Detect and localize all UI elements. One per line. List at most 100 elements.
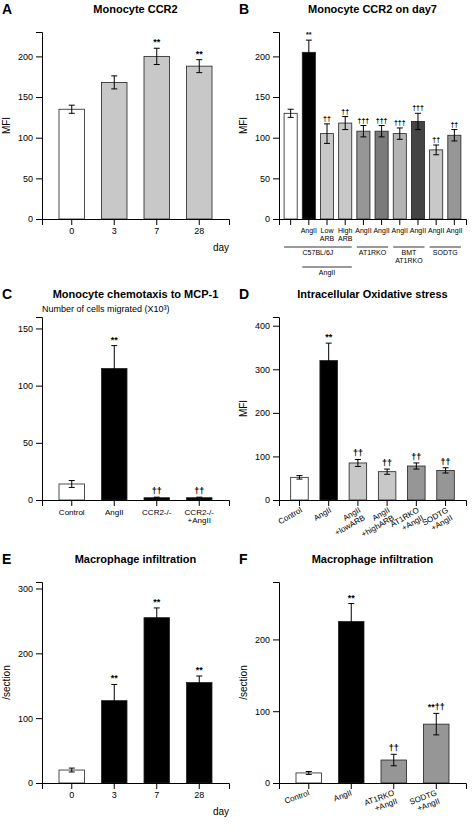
significance-label: ** — [325, 332, 333, 342]
x-tick: AngII — [312, 500, 333, 523]
bar — [102, 82, 128, 219]
x-tick: Control — [283, 783, 311, 806]
significance-label: †† — [152, 486, 162, 496]
text-line: +AngII — [188, 516, 211, 525]
significance-label: **†† — [428, 702, 445, 712]
error-bar — [296, 476, 302, 479]
significance-label: ** — [111, 673, 119, 683]
panel: 050100150ControlAngIICCR2-/-CCR2-/-+AngI… — [2, 286, 230, 525]
title: Monocyte CCR2 on day7 — [308, 3, 437, 15]
tick-mark — [273, 178, 279, 179]
text-line: Low — [321, 227, 335, 234]
tick-label: AngII — [312, 506, 333, 523]
y-tick: 0 — [265, 495, 279, 505]
panel: 050100150200AngIILowARBHighARBAngIIAngII… — [238, 1, 467, 277]
bar — [349, 463, 367, 500]
bar — [320, 134, 333, 219]
bar — [378, 472, 396, 500]
error-bar — [306, 40, 312, 64]
tick-label: CCR2-/- — [142, 508, 172, 517]
axis-line — [280, 220, 467, 226]
axis-line — [273, 318, 280, 501]
error-bar — [154, 497, 160, 498]
y-tick: 0 — [28, 214, 42, 224]
text-line: +highARB — [360, 513, 396, 539]
error-bar — [69, 481, 75, 488]
tick-label: AngII — [373, 227, 389, 235]
tick-mark — [36, 386, 42, 387]
x-tick: CCR2-/- — [142, 500, 172, 517]
tick-label: 150 — [18, 324, 33, 334]
x-tick: AngII — [105, 500, 124, 517]
x-tick: 28 — [194, 783, 204, 800]
panel: 010020030003728******Macrophage infiltra… — [1, 551, 230, 817]
bar — [302, 52, 315, 219]
tick-mark — [156, 500, 157, 506]
error-bar — [413, 463, 419, 469]
text-line: +AngII — [429, 513, 454, 532]
x-tick: HighARB — [338, 219, 353, 242]
tick-label: 0 — [28, 778, 33, 788]
tick-mark — [156, 219, 157, 225]
error-bar — [196, 497, 202, 498]
tick-mark — [363, 219, 364, 225]
y-tick: 200 — [255, 52, 279, 62]
tick-label: 100 — [18, 381, 33, 391]
tick-mark — [387, 500, 388, 506]
y-axis: 0100200 — [255, 583, 280, 789]
tick-label: LowARB — [320, 227, 335, 242]
y-axis-title: /section — [1, 665, 12, 699]
x-tick: AngII+highARB — [355, 500, 395, 539]
significance-label: ** — [196, 49, 204, 59]
tick-label: 28 — [194, 226, 204, 236]
error-bar — [111, 346, 117, 392]
x-axis: AngIILowARBHighARBAngIIAngIIAngIIAngIIAn… — [280, 219, 467, 242]
tick-mark — [273, 500, 279, 501]
tick-mark — [273, 138, 279, 139]
tick-mark — [399, 219, 400, 225]
y-axis-title: MFI — [238, 400, 249, 417]
y-tick: 50 — [23, 174, 42, 184]
y-tick: 100 — [255, 133, 279, 143]
bar — [411, 121, 424, 219]
significance-label: ** — [111, 335, 119, 345]
tick-label: 150 — [18, 92, 33, 102]
tick-label: 200 — [255, 52, 270, 62]
y-tick: 100 — [18, 714, 42, 724]
text-line: BMT — [401, 249, 417, 256]
bar — [437, 470, 455, 500]
panel-label: F — [239, 551, 248, 567]
tick-mark — [36, 653, 42, 654]
bar — [187, 683, 213, 784]
y-tick: 50 — [260, 174, 279, 184]
tick-mark — [416, 500, 417, 506]
tick-mark — [273, 456, 279, 457]
x-tick: AngII — [332, 783, 353, 803]
tick-mark — [381, 219, 382, 225]
y-axis: 050100150200 — [255, 33, 280, 225]
axis-line — [36, 583, 43, 784]
error-bar — [433, 713, 439, 735]
y-axis: 050100150 — [18, 318, 43, 506]
y-tick: 200 — [18, 649, 42, 659]
text-line: +AngII — [400, 513, 425, 532]
tick-label: AngII — [392, 227, 408, 235]
tick-label: 150 — [255, 92, 270, 102]
axis-line — [43, 784, 230, 790]
tick-label: 50 — [23, 174, 33, 184]
x-tick: 28 — [194, 219, 204, 236]
y-tick: 300 — [18, 584, 42, 594]
error-bar — [415, 113, 421, 129]
x-axis: ControlAngIIAngII+lowARBAngII+highARBAT1… — [277, 500, 467, 539]
x-tick: AT1RKO+AngII — [363, 783, 399, 816]
axis-line — [36, 318, 43, 501]
significance-label: ** — [153, 597, 161, 607]
x-tick: 7 — [154, 783, 159, 800]
error-bar — [391, 754, 397, 765]
x-tick: AngII — [428, 219, 444, 235]
bar — [284, 113, 297, 219]
tick-mark — [114, 219, 115, 225]
group-bracket — [393, 247, 424, 248]
tick-mark — [273, 369, 279, 370]
panel-label: B — [239, 1, 249, 17]
